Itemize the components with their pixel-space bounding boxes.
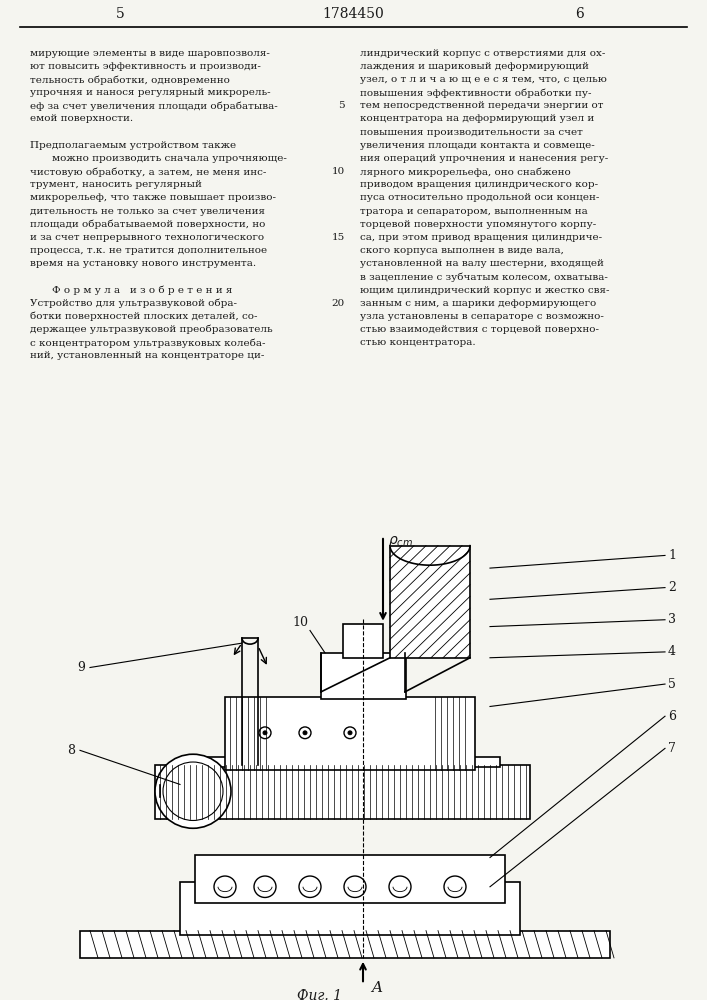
Circle shape xyxy=(263,731,267,735)
Text: 5: 5 xyxy=(116,7,124,21)
Text: 6: 6 xyxy=(575,7,585,21)
Text: упрочняя и нанося регулярный микрорель-: упрочняя и нанося регулярный микрорель- xyxy=(30,88,271,97)
Text: время на установку нового инструмента.: время на установку нового инструмента. xyxy=(30,259,256,268)
Text: ского корпуса выполнен в виде вала,: ского корпуса выполнен в виде вала, xyxy=(360,246,564,255)
Text: можно производить сначала упрочняюще-: можно производить сначала упрочняюще- xyxy=(52,154,287,163)
Text: 15: 15 xyxy=(332,233,345,242)
Circle shape xyxy=(299,876,321,897)
Text: пуса относительно продольной оси концен-: пуса относительно продольной оси концен- xyxy=(360,193,600,202)
Text: 1: 1 xyxy=(668,549,676,562)
Text: занным с ним, а шарики деформирующего: занным с ним, а шарики деформирующего xyxy=(360,299,596,308)
Text: са, при этом привод вращения цилиндриче-: са, при этом привод вращения цилиндриче- xyxy=(360,233,602,242)
Text: и за счет непрерывного технологического: и за счет непрерывного технологического xyxy=(30,233,264,242)
Text: 5: 5 xyxy=(339,101,345,110)
Text: ющим цилиндрический корпус и жестко свя-: ющим цилиндрический корпус и жестко свя- xyxy=(360,286,609,295)
Text: узла установлены в сепараторе с возможно-: узла установлены в сепараторе с возможно… xyxy=(360,312,604,321)
Text: лаждения и шариковый деформирующий: лаждения и шариковый деформирующий xyxy=(360,62,589,71)
Text: 7: 7 xyxy=(668,742,676,755)
Circle shape xyxy=(214,876,236,897)
Text: 10: 10 xyxy=(332,167,345,176)
Text: тем непосредственной передачи энергии от: тем непосредственной передачи энергии от xyxy=(360,101,604,110)
Text: 6: 6 xyxy=(668,710,676,723)
Text: 4: 4 xyxy=(668,645,676,658)
Text: установленной на валу шестерни, входящей: установленной на валу шестерни, входящей xyxy=(360,259,604,268)
Text: A: A xyxy=(371,981,382,995)
Circle shape xyxy=(259,727,271,739)
Text: с концентратором ультразвуковых колеба-: с концентратором ультразвуковых колеба- xyxy=(30,338,266,348)
Text: тельность обработки, одновременно: тельность обработки, одновременно xyxy=(30,75,230,85)
Text: Предполагаемым устройством также: Предполагаемым устройством также xyxy=(30,141,236,150)
Text: повышения эффективности обработки пу-: повышения эффективности обработки пу- xyxy=(360,88,592,98)
Text: 9: 9 xyxy=(77,661,85,674)
Bar xyxy=(195,855,505,903)
Circle shape xyxy=(389,876,411,897)
Text: лярного микрорельефа, оно снабжено: лярного микрорельефа, оно снабжено xyxy=(360,167,571,177)
Text: линдрический корпус с отверстиями для ох-: линдрический корпус с отверстиями для ох… xyxy=(360,49,605,58)
Text: дительность не только за счет увеличения: дительность не только за счет увеличения xyxy=(30,207,265,216)
Circle shape xyxy=(444,876,466,897)
Text: Ф о р м у л а   и з о б р е т е н и я: Ф о р м у л а и з о б р е т е н и я xyxy=(52,286,233,295)
Text: ют повысить эффективность и производи-: ют повысить эффективность и производи- xyxy=(30,62,261,71)
Circle shape xyxy=(163,762,223,820)
Text: $\rho_{cm}$: $\rho_{cm}$ xyxy=(388,534,413,549)
Text: ботки поверхностей плоских деталей, со-: ботки поверхностей плоских деталей, со- xyxy=(30,312,257,321)
Text: 10: 10 xyxy=(292,616,308,629)
Bar xyxy=(80,931,610,958)
Text: стью концентратора.: стью концентратора. xyxy=(360,338,476,347)
Text: процесса, т.к. не тратится дополнительное: процесса, т.к. не тратится дополнительно… xyxy=(30,246,267,255)
Circle shape xyxy=(155,754,231,828)
Text: тратора и сепаратором, выполненным на: тратора и сепаратором, выполненным на xyxy=(360,207,588,216)
Circle shape xyxy=(344,727,356,739)
Text: 20: 20 xyxy=(332,299,345,308)
Text: трумент, наносить регулярный: трумент, наносить регулярный xyxy=(30,180,202,189)
Circle shape xyxy=(299,727,311,739)
Bar xyxy=(155,765,530,819)
Text: 8: 8 xyxy=(67,744,75,757)
Circle shape xyxy=(254,876,276,897)
Bar xyxy=(321,653,406,699)
Bar xyxy=(390,546,470,658)
Text: 2: 2 xyxy=(668,581,676,594)
Bar xyxy=(185,757,500,767)
Text: ния операций упрочнения и нанесения регу-: ния операций упрочнения и нанесения регу… xyxy=(360,154,608,163)
Text: мирующие элементы в виде шаровпозволя-: мирующие элементы в виде шаровпозволя- xyxy=(30,49,270,58)
Circle shape xyxy=(348,731,352,735)
Text: Устройство для ультразвуковой обра-: Устройство для ультразвуковой обра- xyxy=(30,299,237,308)
Text: площади обрабатываемой поверхности, но: площади обрабатываемой поверхности, но xyxy=(30,220,265,229)
Text: повышения производительности за счет: повышения производительности за счет xyxy=(360,128,583,137)
Text: в зацепление с зубчатым колесом, охватыва-: в зацепление с зубчатым колесом, охватыв… xyxy=(360,272,608,282)
Text: приводом вращения цилиндрического кор-: приводом вращения цилиндрического кор- xyxy=(360,180,598,189)
Text: узел, о т л и ч а ю щ е е с я тем, что, с целью: узел, о т л и ч а ю щ е е с я тем, что, … xyxy=(360,75,607,84)
Text: еф за счет увеличения площади обрабатыва-: еф за счет увеличения площади обрабатыва… xyxy=(30,101,278,111)
Text: микрорельеф, что также повышает произво-: микрорельеф, что также повышает произво- xyxy=(30,193,276,202)
Text: торцевой поверхности упомянутого корпу-: торцевой поверхности упомянутого корпу- xyxy=(360,220,596,229)
Text: 1784450: 1784450 xyxy=(322,7,384,21)
Text: стью взаимодействия с торцевой поверхно-: стью взаимодействия с торцевой поверхно- xyxy=(360,325,599,334)
Text: держащее ультразвуковой преобразователь: держащее ультразвуковой преобразователь xyxy=(30,325,273,334)
Text: ний, установленный на концентраторе ци-: ний, установленный на концентраторе ци- xyxy=(30,351,264,360)
Text: увеличения площади контакта и совмеще-: увеличения площади контакта и совмеще- xyxy=(360,141,595,150)
Text: 5: 5 xyxy=(668,678,676,691)
Text: 3: 3 xyxy=(668,613,676,626)
Bar xyxy=(343,624,383,658)
Text: чистовую обработку, а затем, не меня инс-: чистовую обработку, а затем, не меня инс… xyxy=(30,167,267,177)
Circle shape xyxy=(303,731,307,735)
Circle shape xyxy=(344,876,366,897)
Text: Фиг. 1: Фиг. 1 xyxy=(298,989,342,1000)
Bar xyxy=(180,882,520,935)
Bar xyxy=(225,697,475,770)
Text: емой поверхности.: емой поверхности. xyxy=(30,114,133,123)
Text: концентратора на деформирующий узел и: концентратора на деформирующий узел и xyxy=(360,114,595,123)
